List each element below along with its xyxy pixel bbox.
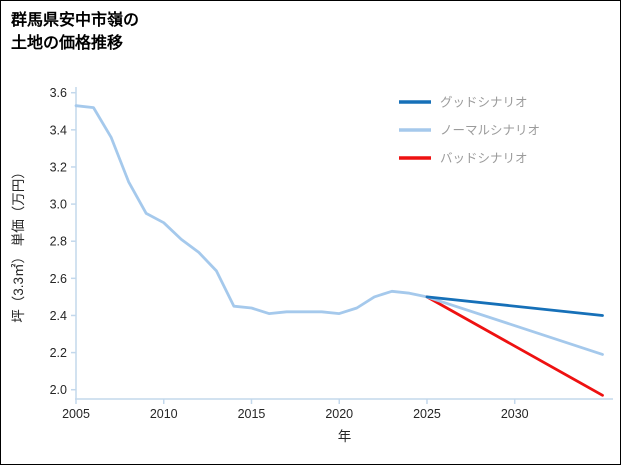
y-tick-label: 3.4 [50,123,67,137]
x-axis-label: 年 [338,429,352,444]
y-tick-label: 2.4 [50,309,67,323]
x-tick-label: 2005 [62,407,90,421]
chart-title: 群馬県安中市嶺の 土地の価格推移 [11,12,140,53]
series-line-history [74,104,429,316]
x-tick-label: 2025 [413,407,441,421]
legend-label-good: グッドシナリオ [440,96,528,110]
legend-label-bad: バッドシナリオ [440,152,528,166]
legend-label-normal: ノーマルシナリオ [440,124,540,138]
y-tick-label: 3.6 [50,86,67,100]
y-axis-label: 坪（3.3㎡） 単価（万円） [11,165,26,323]
y-tick-label: 3.2 [50,160,67,174]
x-tick-label: 2010 [150,407,178,421]
series-line-normal [425,295,604,356]
y-tick-label: 2.6 [50,272,67,286]
y-tick-label: 2.0 [50,383,67,397]
series-line-good [425,295,604,317]
y-tick-label: 2.2 [50,346,67,360]
series-line-bad [425,295,604,397]
x-tick-label: 2030 [501,407,529,421]
y-tick-label: 3.0 [50,198,67,212]
x-tick-label: 2015 [238,407,266,421]
x-tick-label: 2020 [325,407,353,421]
y-tick-label: 2.8 [50,235,67,249]
